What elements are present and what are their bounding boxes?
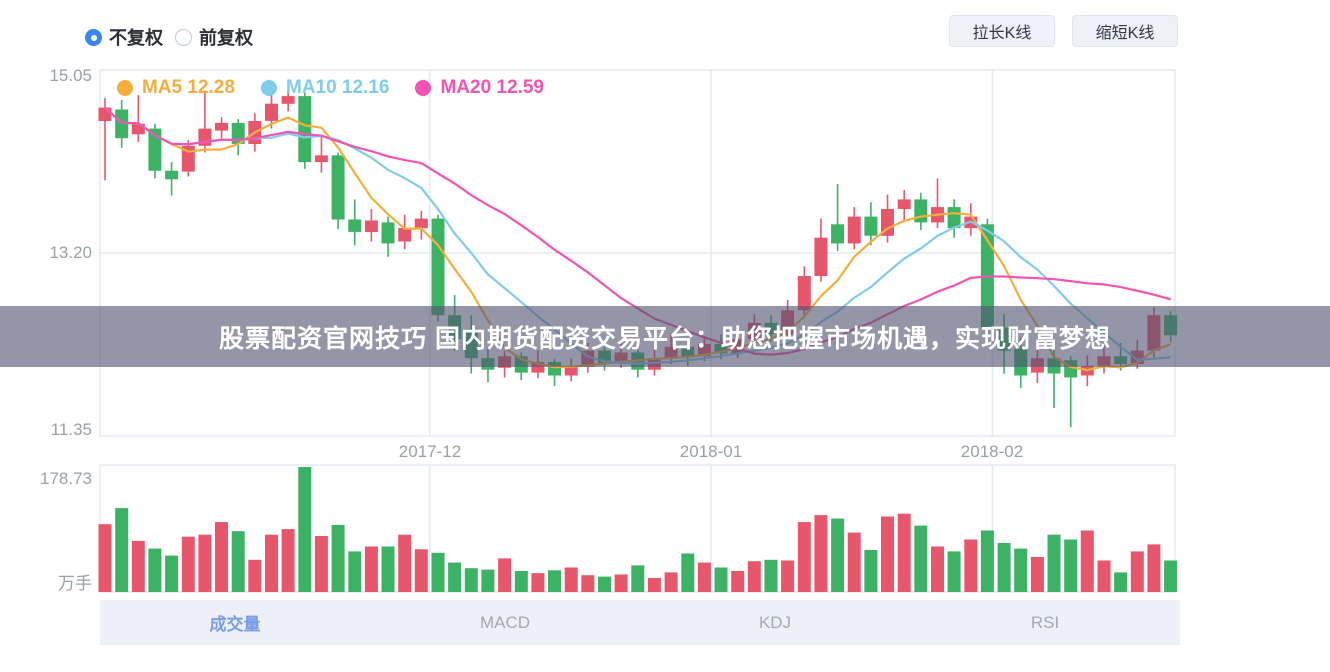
ma20-dot-icon [415, 80, 432, 96]
tab-volume[interactable]: 成交量 [209, 615, 261, 634]
ad-banner-text: 股票配资官网技巧 国内期货配资交易平台：助您把握市场机遇，实现财富梦想 [219, 324, 1111, 353]
x-tick-jan: 2018-01 [679, 442, 743, 461]
radio-selected-icon [85, 28, 102, 46]
indicator-tabbar: 成交量 MACD KDJ RSI [100, 600, 1180, 645]
legend-ma20: MA20 12.59 [415, 77, 544, 99]
stretch-kline-button[interactable]: 拉长K线 [949, 15, 1055, 47]
radio-no-adjust[interactable]: 不复权 [85, 24, 163, 50]
volume-unit-label: 万手 [58, 574, 92, 593]
tab-kdj[interactable]: KDJ [758, 612, 792, 632]
ma10-label: MA10 12.16 [285, 77, 390, 98]
y-tick-top: 15.05 [49, 66, 92, 85]
legend-ma10: MA10 12.16 [260, 77, 390, 99]
x-tick-dec: 2017-12 [398, 442, 462, 461]
y-tick-bottom: 11.35 [50, 420, 92, 439]
radio-unselected-icon [175, 28, 192, 46]
radio-pre-adjust[interactable]: 前复权 [175, 24, 253, 50]
ma5-dot-icon [117, 80, 133, 96]
volume-max-label: 178.73 [40, 469, 92, 488]
ma10-dot-icon [260, 80, 277, 96]
radio-pre-adjust-label: 前复权 [199, 28, 253, 48]
shrink-kline-button[interactable]: 缩短K线 [1072, 15, 1178, 47]
tab-rsi[interactable]: RSI [1030, 612, 1060, 632]
legend-ma5: MA5 12.28 [117, 77, 235, 99]
ma-legend: MA5 12.28 MA10 12.16 MA20 12.59 [117, 77, 544, 99]
ma20-label: MA20 12.59 [440, 77, 544, 98]
x-tick-feb: 2018-02 [960, 442, 1024, 461]
y-tick-middle: 13.20 [49, 243, 92, 262]
kline-scale-buttons: 拉长K线 缩短K线 [949, 15, 1178, 47]
ad-banner-overlay: 股票配资官网技巧 国内期货配资交易平台：助您把握市场机遇，实现财富梦想 [0, 306, 1330, 367]
tab-macd[interactable]: MACD [479, 612, 531, 632]
ma5-label: MA5 12.28 [142, 77, 235, 98]
adjust-mode-radio-group: 不复权 前复权 [85, 24, 253, 50]
radio-no-adjust-label: 不复权 [109, 28, 163, 48]
